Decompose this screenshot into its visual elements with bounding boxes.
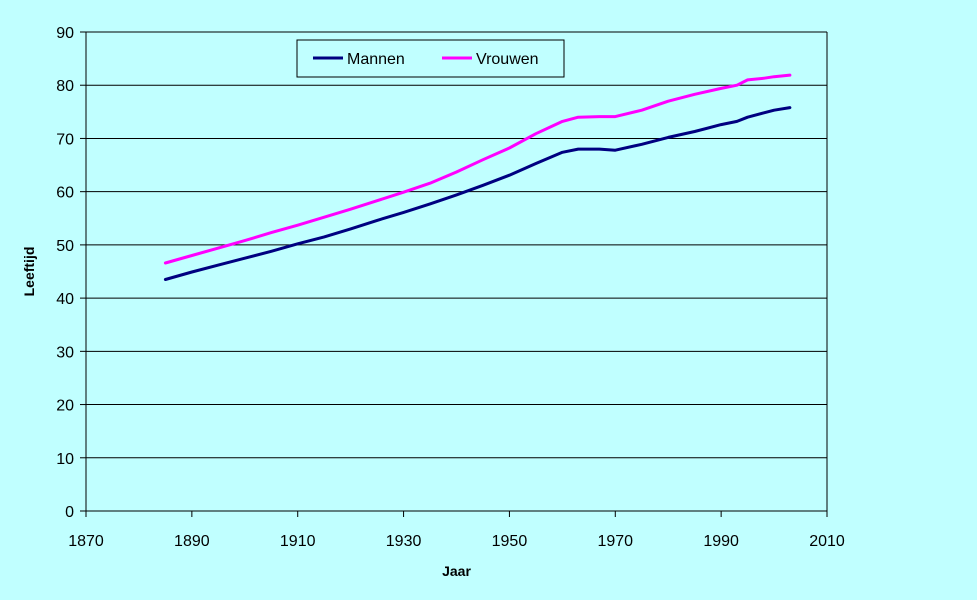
legend-label-vrouwen: Vrouwen bbox=[476, 51, 539, 68]
y-tick-label-0: 0 bbox=[65, 504, 74, 521]
x-tick-label-1930: 1930 bbox=[386, 533, 422, 550]
y-tick-label-10: 10 bbox=[56, 451, 74, 468]
y-tick-label-40: 40 bbox=[56, 291, 74, 308]
x-tick-label-1990: 1990 bbox=[703, 533, 739, 550]
series-line-vrouwen bbox=[163, 73, 792, 265]
x-tick-label-1970: 1970 bbox=[597, 533, 633, 550]
x-tick-label-1870: 1870 bbox=[68, 533, 104, 550]
x-axis-ticks: 1870 1890 1910 1930 1950 1970 1990 2010 bbox=[68, 511, 845, 550]
y-tick-label-30: 30 bbox=[56, 344, 74, 361]
series-line-mannen bbox=[163, 106, 792, 281]
x-tick-label-2010: 2010 bbox=[809, 533, 845, 550]
plot-area bbox=[86, 32, 827, 511]
x-tick-label-1890: 1890 bbox=[174, 533, 210, 550]
x-tick-label-1910: 1910 bbox=[280, 533, 316, 550]
series-lines bbox=[163, 73, 792, 281]
y-tick-label-80: 80 bbox=[56, 78, 74, 95]
y-tick-label-50: 50 bbox=[56, 238, 74, 255]
y-tick-label-60: 60 bbox=[56, 185, 74, 202]
legend-label-mannen: Mannen bbox=[347, 51, 405, 68]
y-axis-title: Leeftijd bbox=[21, 247, 37, 297]
y-axis-ticks: 0 10 20 30 40 50 60 70 80 90 bbox=[56, 25, 86, 521]
x-axis-title: Jaar bbox=[442, 563, 471, 579]
y-tick-label-90: 90 bbox=[56, 25, 74, 42]
gridlines bbox=[86, 31, 827, 459]
axes bbox=[85, 32, 828, 512]
legend: Mannen Vrouwen bbox=[296, 39, 565, 78]
y-tick-label-20: 20 bbox=[56, 398, 74, 415]
x-tick-label-1950: 1950 bbox=[492, 533, 528, 550]
y-tick-label-70: 70 bbox=[56, 131, 74, 148]
